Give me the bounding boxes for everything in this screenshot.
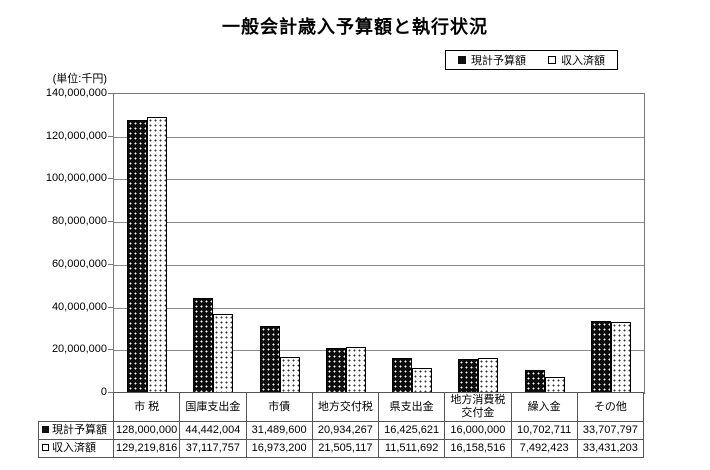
open-square-icon	[548, 56, 556, 64]
value-cell: 11,511,692	[377, 439, 446, 458]
gridline	[114, 307, 644, 309]
bar-received	[611, 322, 631, 393]
category-cell: その他	[576, 392, 645, 422]
category-row: 市 税国庫支出金 市債 地方交付税 県支出金 地方消費税交付金 繰入金 その他	[39, 392, 645, 422]
value-cell: 33,431,203	[576, 439, 645, 458]
gridline	[114, 222, 644, 224]
category-cell: 市 税	[112, 392, 181, 422]
bar-received	[412, 368, 432, 393]
data-table: 市 税国庫支出金 市債 地方交付税 県支出金 地方消費税交付金 繰入金 その他現計予算額 12…	[38, 392, 645, 458]
value-cell: 16,973,200	[245, 439, 313, 458]
open-square-icon	[42, 443, 49, 451]
category-cell: 県支出金	[377, 392, 446, 422]
y-axis-tick-label: 120,000,000	[45, 129, 107, 142]
legend-label-budget: 現計予算額	[471, 55, 526, 67]
unit-label: (単位:千円)	[52, 73, 107, 85]
plot-area	[113, 93, 645, 394]
gridline	[114, 264, 644, 266]
y-axis-tick	[108, 392, 113, 393]
y-axis-tick-label: 60,000,000	[51, 257, 107, 270]
value-cell: 16,425,621	[377, 421, 446, 440]
row-header-label: 収入済額	[52, 442, 96, 454]
row-header-cell: 現計予算額	[38, 421, 114, 440]
value-cell: 21,505,117	[311, 439, 380, 458]
bar-budget	[326, 348, 346, 393]
bar-budget	[392, 358, 412, 393]
value-cell: 16,158,516	[444, 439, 512, 458]
category-cell: 市債	[245, 392, 313, 422]
bar-received	[346, 347, 366, 393]
value-cell: 128,000,000	[112, 421, 181, 440]
bar-received	[545, 377, 565, 393]
y-axis-tick-label: 20,000,000	[51, 343, 107, 356]
y-axis-tick-label: 80,000,000	[51, 215, 107, 228]
bar-received	[280, 357, 300, 393]
bar-budget	[127, 120, 147, 393]
y-axis-tick-label: 40,000,000	[51, 300, 107, 313]
value-cell: 44,442,004	[179, 421, 247, 440]
y-axis-tick	[108, 135, 113, 137]
bar-budget	[525, 370, 545, 393]
y-axis-tick-label: 100,000,000	[45, 172, 107, 185]
value-cell: 16,000,000	[444, 421, 512, 440]
y-axis-tick	[108, 178, 113, 180]
legend-item-budget: 現計予算額	[458, 52, 526, 68]
blank-cell	[39, 393, 114, 422]
value-cell: 10,702,711	[510, 421, 578, 440]
y-axis-tick	[108, 349, 113, 351]
y-axis: 0 20,000,000 40,000,000 60,000,000 80,000,00…	[0, 0, 113, 470]
value-cell: 31,489,600	[245, 421, 313, 440]
category-cell: 繰入金	[510, 392, 578, 422]
legend-item-received: 収入済額	[548, 52, 605, 68]
y-axis-tick	[108, 221, 113, 223]
value-cell: 129,219,816	[112, 439, 181, 458]
table-row: 収入済額 129,219,816 37,117,757 16,973,200 21,50…	[38, 439, 645, 458]
y-axis-tick	[108, 263, 113, 265]
category-cell: 国庫支出金	[179, 392, 247, 422]
legend-label-received: 収入済額	[561, 55, 605, 67]
bar-received	[478, 358, 498, 393]
gridline	[114, 179, 644, 181]
bar-budget	[458, 359, 478, 393]
category-cell: 地方消費税交付金	[444, 392, 512, 422]
bar-budget	[591, 321, 611, 393]
bar-received	[213, 314, 233, 393]
bar-budget	[193, 298, 213, 393]
category-cell: 地方交付税	[311, 392, 380, 422]
bar-received	[147, 117, 167, 393]
y-axis-tick-label: 140,000,000	[45, 87, 107, 99]
row-header-label: 現計予算額	[52, 424, 107, 436]
filled-square-icon	[42, 425, 49, 433]
value-cell: 7,492,423	[510, 439, 578, 458]
row-header-cell: 収入済額	[38, 439, 114, 458]
chart-title: 一般会計歳入予算額と執行状況	[222, 17, 488, 37]
value-cell: 20,934,267	[311, 421, 380, 440]
table-row: 現計予算額 128,000,000 44,442,004 31,489,600 20,9…	[38, 421, 645, 440]
value-cell: 33,707,797	[576, 421, 645, 440]
value-cell: 37,117,757	[179, 439, 247, 458]
y-axis-tick-label: 0	[100, 386, 107, 398]
gridline	[114, 136, 644, 138]
bar-budget	[260, 326, 280, 393]
y-axis-tick	[108, 93, 113, 94]
gridline	[114, 350, 644, 352]
y-axis-tick	[108, 306, 113, 308]
legend: 現計予算額 収入済額	[445, 50, 618, 70]
summary-table: 市 税国庫支出金 市債 地方交付税 県支出金 地方消費税交付金 繰入金 その他現計予算額 12…	[38, 392, 645, 458]
filled-square-icon	[458, 56, 466, 64]
